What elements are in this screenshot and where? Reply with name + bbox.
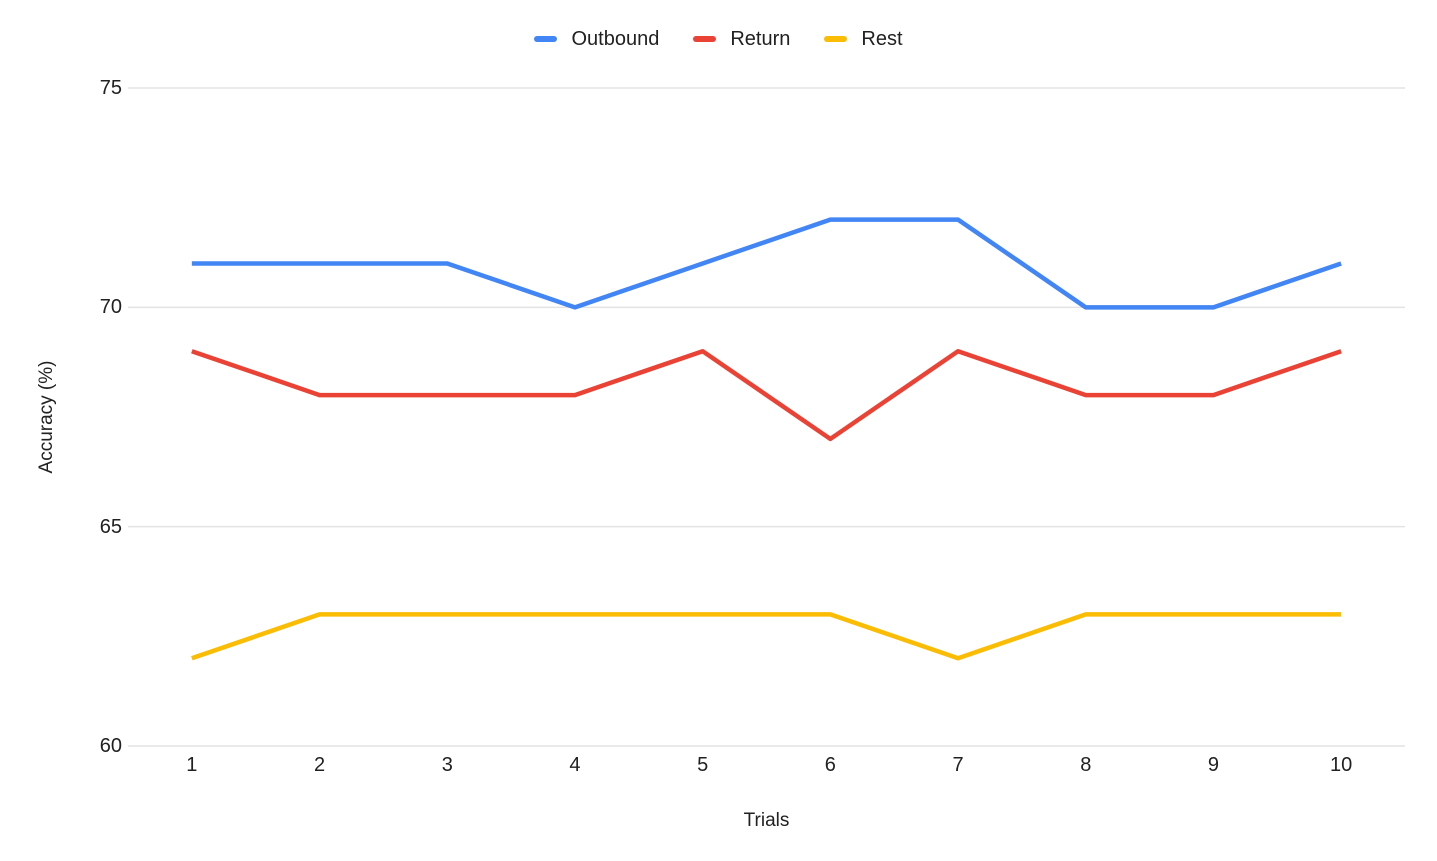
y-tick-label-70: 70	[99, 296, 122, 319]
y-tick-label-75: 75	[99, 77, 122, 99]
legend-swatch-outbound	[534, 36, 558, 42]
y-tick-label-65: 65	[99, 515, 122, 538]
legend-item-rest: Rest	[824, 28, 903, 50]
legend-swatch-rest	[824, 36, 848, 42]
legend-item-return: Return	[693, 28, 790, 50]
x-tick-label-6: 6	[824, 754, 836, 776]
y-axis-title: Accuracy (%)	[36, 360, 57, 474]
x-tick-label-10: 10	[1330, 754, 1353, 776]
series-line-rest	[191, 612, 1342, 661]
y-tick-label-60: 60	[99, 735, 122, 757]
x-tick-label-8: 8	[1080, 754, 1092, 776]
x-tick-label-7: 7	[952, 754, 964, 776]
legend-label-rest: Rest	[861, 28, 903, 50]
x-tick-label-4: 4	[569, 754, 581, 776]
series-line-return	[191, 348, 1342, 442]
series-line-outbound	[191, 217, 1342, 310]
chart-legend: Outbound Return Rest	[0, 28, 1437, 50]
x-tick-label-3: 3	[441, 754, 453, 776]
legend-label-outbound: Outbound	[571, 28, 660, 50]
legend-item-outbound: Outbound	[534, 28, 659, 50]
legend-swatch-return	[693, 36, 717, 42]
x-axis-title: Trials	[743, 810, 790, 831]
x-tick-label-2: 2	[313, 754, 326, 776]
legend-label-return: Return	[730, 28, 791, 50]
x-tick-label-9: 9	[1207, 754, 1219, 776]
x-tick-label-1: 1	[186, 754, 198, 776]
x-tick-label-5: 5	[697, 754, 709, 776]
